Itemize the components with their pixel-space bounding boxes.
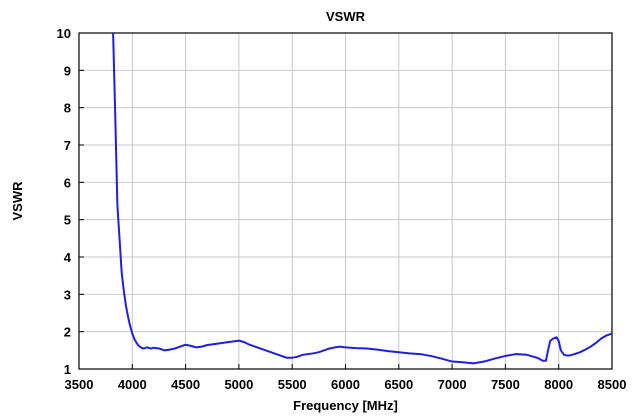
x-tick-label: 8500 xyxy=(598,377,627,392)
x-tick-label: 3500 xyxy=(65,377,94,392)
y-tick-label: 8 xyxy=(64,101,71,116)
series-layer xyxy=(112,32,613,365)
y-tick-label: 5 xyxy=(64,213,71,228)
y-tick-label: 4 xyxy=(64,250,72,265)
grid-layer xyxy=(79,33,612,369)
x-tick-label: 4000 xyxy=(118,377,147,392)
y-axis-label: VSWR xyxy=(10,181,25,221)
x-tick-label: 5000 xyxy=(224,377,253,392)
y-tick-label: 9 xyxy=(64,63,71,78)
x-tick-label: 4500 xyxy=(171,377,200,392)
x-tick-label: 6500 xyxy=(384,377,413,392)
x-tick-label: 7000 xyxy=(438,377,467,392)
y-tick-label: 1 xyxy=(64,362,71,377)
x-tick-label: 6000 xyxy=(331,377,360,392)
x-axis-label: Frequency [MHz] xyxy=(293,398,398,413)
x-tick-label: 7500 xyxy=(491,377,520,392)
x-tick-label: 5500 xyxy=(278,377,307,392)
y-tick-label: 6 xyxy=(64,175,71,190)
y-tick-label: 2 xyxy=(64,325,71,340)
x-tick-label: 8000 xyxy=(544,377,573,392)
y-tick-label: 7 xyxy=(64,138,71,153)
vswr-series-line xyxy=(112,32,613,365)
y-tick-label: 3 xyxy=(64,287,71,302)
ticks-layer: 3500 4000 4500 5000 5500 6000 6500 7000 7500 8000… xyxy=(57,26,627,392)
chart-title: VSWR xyxy=(326,9,366,24)
y-tick-label: 10 xyxy=(57,26,71,41)
